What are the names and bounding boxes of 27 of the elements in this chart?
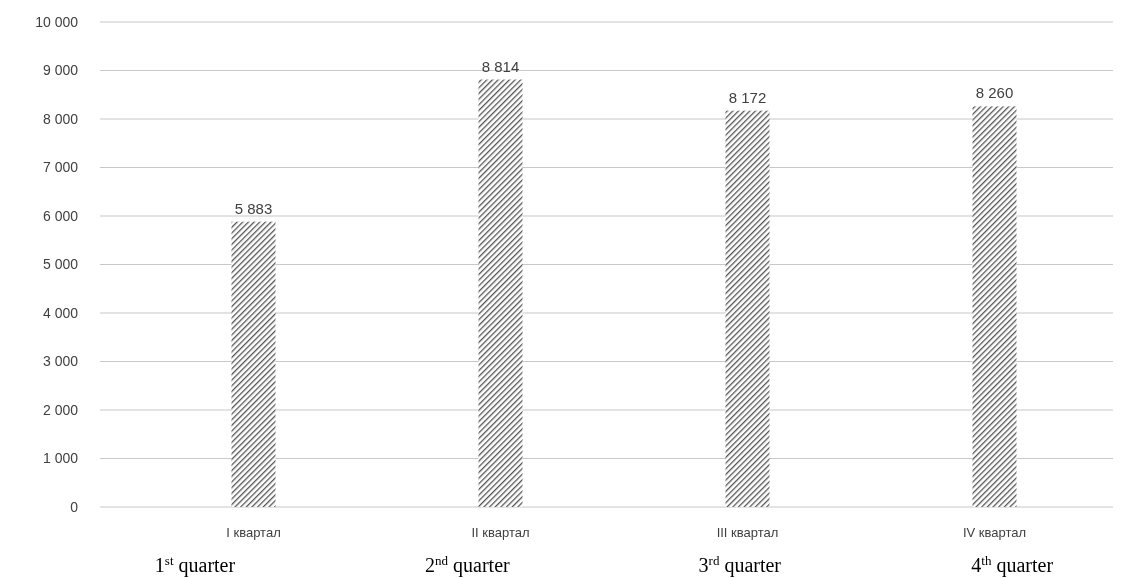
y-tick-label: 2 000 (42, 401, 79, 418)
y-tick-label: 10 000 (35, 13, 79, 30)
bar (972, 106, 1017, 507)
y-tick-label: 5 000 (42, 256, 79, 273)
y-tick-label: 8 000 (42, 110, 79, 127)
data-label: 5 883 (234, 199, 273, 217)
y-tick-label: 1 000 (42, 450, 79, 467)
x-tick-label: II квартал (471, 525, 530, 540)
y-tick-label: 3 000 (42, 353, 79, 370)
bar (478, 79, 523, 507)
y-tick-label: 6 000 (42, 207, 79, 224)
text: 2$^{nd}$ quarter (425, 552, 511, 577)
bar (725, 110, 770, 507)
text: 4$^{th}$ quarter (971, 552, 1054, 577)
text: 1$^{st}$ quarter (154, 552, 236, 577)
x-tick-label: III квартал (716, 525, 779, 540)
bar (231, 221, 276, 507)
x-tick-label: I квартал (226, 525, 281, 540)
data-label: 8 814 (481, 57, 520, 75)
data-label: 8 260 (975, 84, 1014, 102)
y-tick-label: 9 000 (42, 62, 79, 79)
y-tick-label: 7 000 (42, 159, 79, 176)
text: 3$^{rd}$ quarter (698, 552, 782, 577)
x-tick-label: IV квартал (962, 525, 1027, 540)
data-label: 8 172 (728, 88, 767, 106)
y-tick-label: 4 000 (42, 304, 79, 321)
y-tick-label: 0 (70, 498, 79, 515)
